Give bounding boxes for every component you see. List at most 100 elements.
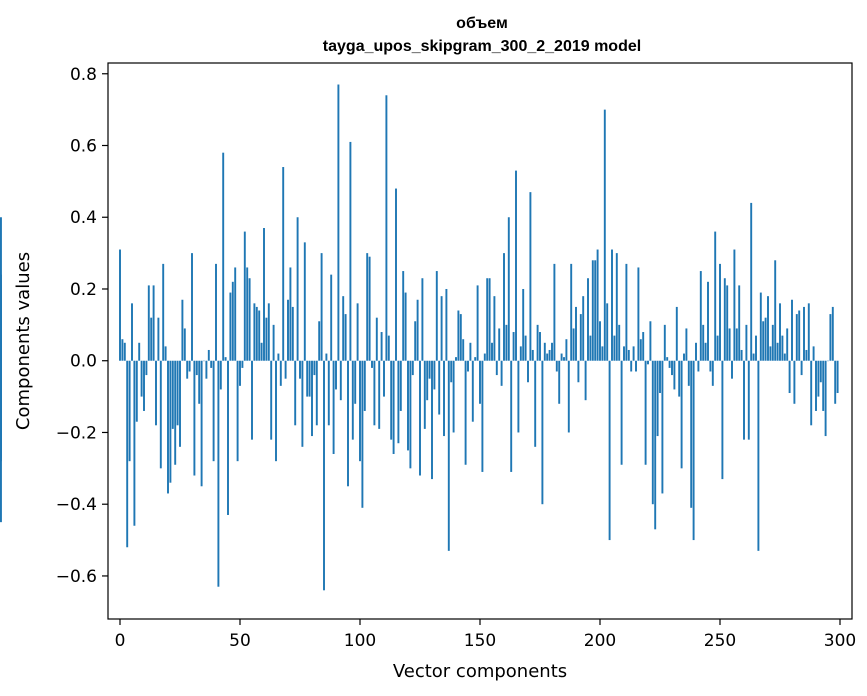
bar: [339, 360, 342, 401]
bar: [387, 335, 390, 361]
bar: [522, 288, 525, 361]
bar: [450, 360, 453, 383]
bar: [800, 360, 803, 376]
bar: [433, 360, 436, 390]
bar: [656, 360, 659, 437]
bar: [188, 360, 191, 372]
y-tick-label: 0.2: [70, 280, 97, 300]
bar: [438, 360, 441, 415]
y-axis-label: Components values: [13, 252, 34, 430]
y-tick-label: −0.4: [56, 495, 97, 515]
bar: [498, 328, 501, 361]
bar: [565, 339, 568, 361]
bar: [251, 360, 253, 440]
bar: [210, 360, 213, 368]
y-tick-label: 0.0: [70, 352, 97, 372]
bar: [419, 360, 421, 476]
bar: [627, 349, 630, 361]
bar: [445, 288, 448, 361]
bar: [347, 360, 349, 487]
bar: [373, 360, 376, 426]
bar: [135, 360, 138, 422]
bar: [299, 360, 301, 379]
bar: [733, 249, 736, 361]
bar: [728, 328, 731, 361]
bar: [512, 332, 515, 361]
bar: [476, 285, 479, 361]
bar: [488, 278, 491, 361]
bar: [570, 263, 573, 361]
bar: [152, 285, 155, 361]
bar: [263, 228, 265, 361]
x-tick-label: 150: [464, 631, 496, 651]
bar: [407, 360, 409, 451]
bar: [647, 360, 649, 365]
bar: [215, 263, 217, 361]
bar: [675, 306, 678, 361]
bar: [493, 296, 496, 361]
bar: [788, 360, 791, 394]
bar: [390, 360, 393, 440]
bar: [661, 360, 664, 494]
bar: [606, 303, 609, 361]
bar: [474, 357, 477, 361]
bar: [543, 342, 546, 361]
y-tick-label: −0.2: [56, 423, 97, 443]
bar: [179, 360, 181, 447]
bar: [579, 314, 582, 361]
bar: [531, 349, 534, 361]
bar: [599, 321, 601, 361]
bar: [409, 360, 412, 469]
bar: [207, 349, 210, 361]
bar: [836, 360, 839, 394]
bar: [654, 360, 657, 530]
bar: [395, 188, 397, 361]
bar: [138, 342, 141, 361]
bar: [356, 303, 359, 361]
bar: [303, 242, 306, 361]
bar: [359, 360, 361, 462]
y-tick-label: 0.4: [70, 208, 97, 228]
bar: [457, 310, 460, 361]
bar: [318, 321, 321, 361]
bar: [519, 346, 522, 361]
bar: [810, 360, 813, 426]
bar: [469, 342, 472, 361]
bar: [819, 360, 822, 383]
bar: [126, 360, 129, 548]
x-axis: 0 50 100 150 200 250 300: [115, 619, 856, 651]
bar: [771, 324, 774, 361]
bar: [695, 342, 697, 361]
bar: [342, 296, 345, 361]
bar: [431, 360, 433, 480]
bar: [582, 296, 585, 361]
bar: [219, 360, 222, 390]
bar: [721, 360, 724, 480]
bar: [344, 314, 347, 361]
bar: [289, 267, 292, 361]
bar: [615, 253, 618, 361]
bar: [491, 342, 493, 361]
bar: [623, 346, 625, 361]
bar: [414, 321, 417, 361]
bar: [270, 360, 273, 440]
bar: [632, 346, 635, 361]
bar: [507, 217, 510, 361]
bar: [822, 360, 825, 411]
bar: [171, 360, 174, 429]
bar: [471, 360, 474, 422]
bar: [668, 360, 671, 368]
bar: [548, 349, 551, 361]
bar: [541, 360, 544, 505]
bar: [536, 324, 539, 361]
bar: [191, 253, 193, 361]
bar: [145, 360, 148, 376]
bar: [589, 335, 592, 361]
bar: [440, 296, 443, 361]
bar: [368, 256, 371, 361]
bar: [383, 360, 385, 397]
bar: [743, 360, 745, 440]
bar: [183, 328, 186, 361]
bar: [500, 360, 503, 386]
bar: [349, 141, 352, 361]
